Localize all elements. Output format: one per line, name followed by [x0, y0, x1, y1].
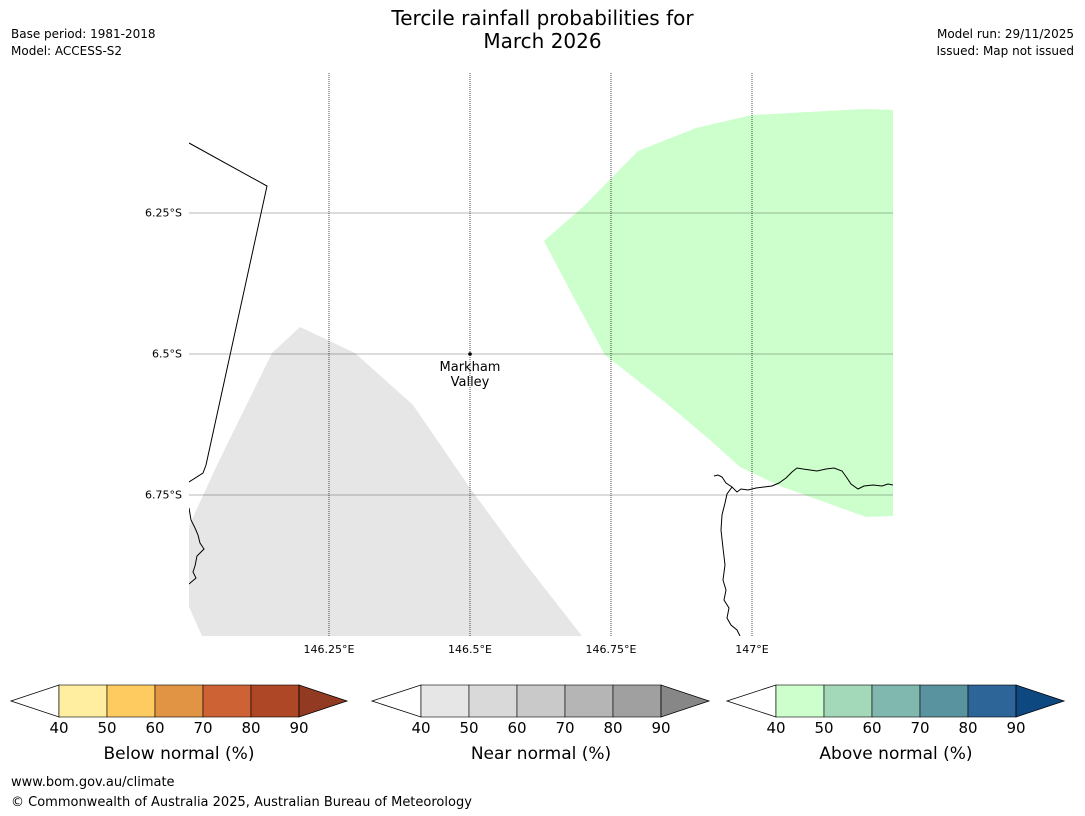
colorbar-above-normal: [725, 684, 1066, 718]
colorbar-segment: [202, 684, 252, 718]
colorbar-segment: [468, 684, 518, 718]
footer-copyright: © Commonwealth of Australia 2025, Austra…: [11, 795, 472, 810]
colorbar-tick-label: 50: [97, 719, 117, 737]
border-line: [189, 142, 268, 483]
title-line-2: March 2026: [483, 29, 602, 53]
colorbar-segment: [516, 684, 566, 718]
colorbar-segment: [564, 684, 614, 718]
model-text: Model: ACCESS-S2: [11, 44, 123, 58]
lon-label-146-5: 146.5°E: [448, 643, 492, 656]
colorbar-low-extension: [725, 684, 777, 718]
footer-url: www.bom.gov.au/climate: [11, 775, 175, 790]
coastline-west: [189, 507, 205, 585]
above-normal-region: [544, 109, 893, 517]
colorbar-segment: [154, 684, 204, 718]
colorbar-below-normal: [9, 684, 349, 718]
lon-label-146-25: 146.25°E: [303, 643, 355, 656]
colorbar-segment: [250, 684, 300, 718]
colorbar-tick-label: 80: [241, 719, 261, 737]
coastline: [189, 142, 893, 636]
colorbar-tick-label: 90: [289, 719, 309, 737]
map-title: Tercile rainfall probabilities for March…: [0, 7, 1085, 53]
colorbar-tick-label: 80: [958, 719, 978, 737]
near-normal-region: [189, 327, 582, 636]
coastline-east: [713, 467, 893, 493]
lat-label-6-5: 6.5°S: [152, 347, 182, 361]
colorbar-high-extension: [298, 684, 349, 718]
colorbar-title: Above normal (%): [819, 744, 973, 764]
model-run-text: Model run: 29/11/2025: [936, 27, 1074, 41]
colorbar-tick-label: 60: [507, 719, 527, 737]
colorbar-tick-label: 60: [862, 719, 882, 737]
colorbar-tick-label: 90: [1006, 719, 1026, 737]
colorbar-high-extension: [1015, 684, 1066, 718]
colorbar-tick-label: 40: [411, 719, 431, 737]
meta-right: Model run: 29/11/2025 Issued: Map not is…: [936, 26, 1074, 60]
place-label-line-2: Valley: [450, 375, 490, 390]
colorbar-tick-label: 50: [459, 719, 479, 737]
colorbar-segment: [967, 684, 1017, 718]
lat-label-6-25: 6.25°S: [145, 206, 182, 220]
colorbar-low-extension: [9, 684, 60, 718]
latitude-gridlines: [189, 212, 893, 496]
colorbar-tick-label: 70: [193, 719, 213, 737]
issued-text: Issued: Map not issued: [936, 44, 1074, 58]
title-line-1: Tercile rainfall probabilities for: [391, 6, 694, 30]
colorbars: [9, 684, 1066, 718]
colorbar-tick-label: 70: [910, 719, 930, 737]
colorbar-title: Below normal (%): [103, 744, 255, 764]
place-label: Markham Valley: [440, 360, 501, 390]
colorbar-tick-label: 60: [145, 719, 165, 737]
coastline-gulf: [720, 486, 741, 636]
colorbar-segment: [58, 684, 108, 718]
colorbar-segment: [871, 684, 921, 718]
colorbar-segment: [775, 684, 825, 718]
colorbar-tick-label: 80: [603, 719, 623, 737]
markham-valley-point: [468, 352, 472, 356]
colorbar-high-extension: [660, 684, 711, 718]
colorbar-tick-label: 50: [814, 719, 834, 737]
colorbar-segment: [919, 684, 969, 718]
colorbar-title: Near normal (%): [470, 744, 612, 764]
lon-label-147: 147°E: [735, 643, 769, 656]
colorbar-tick-label: 40: [766, 719, 786, 737]
colorbar-segment: [420, 684, 470, 718]
colorbar-segment: [612, 684, 662, 718]
colorbar-segment: [823, 684, 873, 718]
colorbar-segment: [106, 684, 156, 718]
colorbar-tick-label: 70: [555, 719, 575, 737]
colorbar-tick-label: 40: [49, 719, 69, 737]
place-label-line-1: Markham: [439, 360, 501, 375]
colorbar-tick-label: 90: [651, 719, 671, 737]
base-period-text: Base period: 1981-2018: [11, 27, 156, 41]
meta-left: Base period: 1981-2018 Model: ACCESS-S2: [11, 26, 156, 60]
lon-label-146-75: 146.75°E: [585, 643, 637, 656]
lat-label-6-75: 6.75°S: [145, 488, 182, 502]
colorbar-low-extension: [370, 684, 422, 718]
colorbar-near-normal: [370, 684, 711, 718]
